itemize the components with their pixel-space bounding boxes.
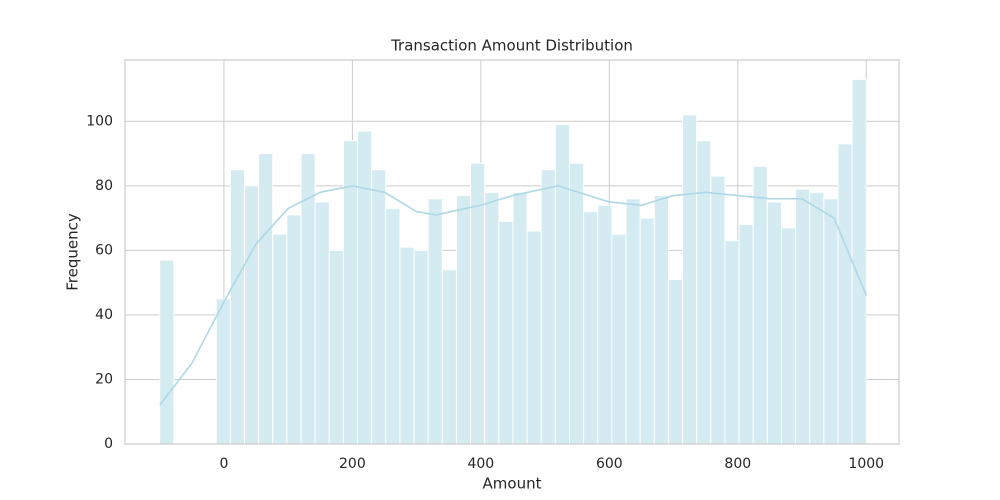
bar	[766, 201, 782, 445]
x-tick-label: 200	[339, 456, 366, 472]
bar	[159, 259, 175, 445]
x-tick-label: 400	[467, 456, 494, 472]
bar	[215, 298, 231, 445]
y-tick-label: 0	[104, 436, 113, 452]
x-tick-label: 800	[724, 456, 751, 472]
bar	[682, 114, 698, 445]
bar	[583, 211, 599, 445]
bar	[441, 269, 457, 445]
x-tick-label: 600	[596, 456, 623, 472]
y-tick-label: 40	[95, 307, 113, 323]
bar	[639, 217, 655, 445]
bar	[724, 240, 740, 445]
bar	[243, 185, 260, 445]
bar	[809, 191, 825, 445]
y-tick-label: 80	[95, 178, 113, 194]
x-tick-label: 0	[219, 456, 228, 472]
kde-line	[159, 185, 867, 406]
y-tick-label: 60	[95, 242, 113, 258]
x-tick-label: 1000	[848, 456, 884, 472]
bar	[512, 191, 528, 445]
plot-frame	[124, 59, 900, 445]
bar	[399, 246, 415, 445]
bar	[357, 130, 373, 445]
bar	[314, 201, 330, 445]
bar	[653, 195, 669, 445]
bar	[300, 153, 316, 445]
y-axis-label: Frequency	[64, 213, 82, 291]
bar	[540, 169, 556, 445]
bar	[554, 124, 570, 445]
y-tick-label: 20	[95, 371, 113, 387]
bar	[625, 198, 641, 445]
bar	[498, 220, 514, 445]
bar	[526, 230, 542, 445]
bar	[272, 233, 288, 445]
bar	[568, 162, 585, 445]
bar	[413, 249, 429, 445]
bar	[371, 169, 387, 445]
bar	[484, 191, 500, 445]
bar	[851, 78, 867, 445]
bar	[710, 175, 726, 445]
bar	[738, 224, 754, 445]
bar	[667, 278, 684, 445]
bar	[823, 198, 839, 445]
bar	[780, 227, 797, 445]
bar	[611, 233, 627, 445]
bar	[427, 198, 443, 445]
bar	[286, 214, 302, 445]
bar	[752, 165, 768, 445]
bar	[795, 188, 811, 445]
x-axis-label: Amount	[483, 475, 542, 493]
bar	[385, 207, 401, 445]
bar	[696, 140, 712, 445]
bar	[258, 153, 274, 445]
chart-title: Transaction Amount Distribution	[390, 37, 633, 55]
y-tick-label: 100	[86, 113, 113, 129]
bar	[455, 195, 472, 445]
bar	[229, 169, 245, 445]
bar	[328, 249, 344, 445]
bar	[837, 143, 853, 445]
bar	[597, 204, 613, 445]
